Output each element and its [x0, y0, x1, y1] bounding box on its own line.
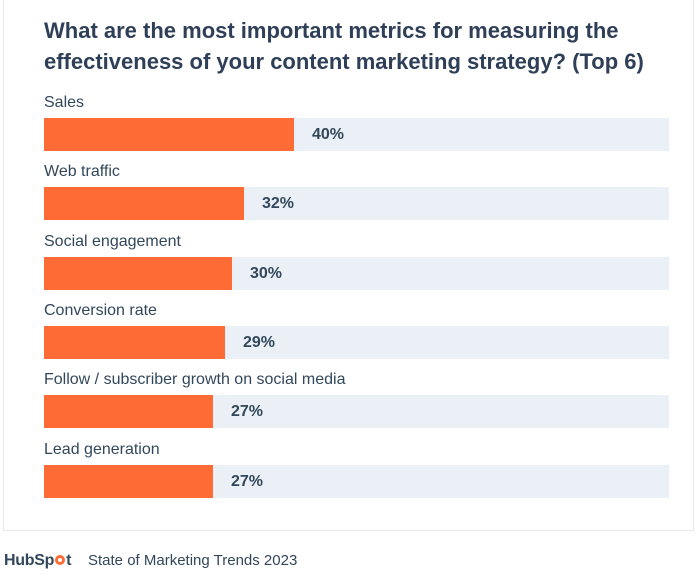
bar [44, 395, 213, 429]
hubspot-logo: HubSp t [4, 552, 72, 569]
value-label: 29% [243, 333, 276, 351]
value-label: 30% [250, 264, 283, 282]
category-label: Social engagement [44, 232, 181, 250]
bar-track: 27% [44, 395, 669, 429]
value-label: 27% [231, 403, 264, 421]
value-label: 32% [262, 195, 295, 213]
source-text: State of Marketing Trends 2023 [88, 552, 298, 569]
bar [44, 325, 225, 359]
footer: HubSp t State of Marketing Trends 2023 [4, 553, 694, 569]
bar [44, 118, 294, 151]
bar [44, 256, 232, 290]
value-label: 27% [231, 472, 264, 490]
category-label: Conversion rate [44, 301, 157, 319]
value-label: 40% [312, 126, 345, 143]
category-label: Sales [44, 94, 85, 111]
bar [44, 464, 213, 498]
bar-track: 40% [44, 118, 669, 151]
category-label: Lead generation [44, 440, 160, 458]
category-label: Web traffic [44, 163, 120, 181]
chart-title: What are the most important metrics for … [44, 18, 644, 74]
chart-card: What are the most important metrics for … [3, 0, 694, 531]
bar-track: 30% [44, 256, 669, 290]
bar [44, 187, 244, 221]
bar-track: 29% [44, 325, 669, 359]
bar-track: 32% [44, 187, 669, 221]
bar-track: 27% [44, 464, 669, 498]
sprocket-icon [55, 554, 66, 565]
category-label: Follow / subscriber growth on social med… [44, 371, 346, 389]
